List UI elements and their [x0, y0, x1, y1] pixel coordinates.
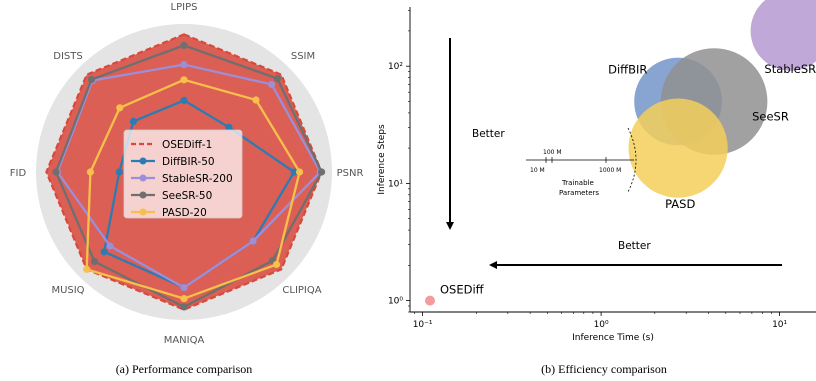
radar-point-stablesr-200-maniqa	[180, 284, 188, 292]
radar-axis-label-ssim: SSIM	[291, 51, 315, 62]
radar-point-pasd-20-psnr	[296, 168, 304, 176]
legend-entries: OSEDiff-1 DiffBIR-50 StableSR-200 SeeSR-50 P…	[131, 139, 233, 219]
y-axis-title: Inference Steps	[377, 124, 387, 195]
legend-label-pasd-20: PASD-20	[162, 207, 207, 219]
scatter-bubbles: OSEDiff DiffBIR SeeSR PASD StableSR	[425, 0, 816, 306]
radar-point-stablesr-200-lpips	[180, 61, 188, 69]
radar-point-pasd-20-fid	[86, 168, 94, 176]
bubble-label-stablesr: StableSR	[764, 62, 816, 76]
size-legend-title-line1: Trainable	[561, 179, 594, 187]
radar-point-diffbir-50-dists	[129, 117, 137, 125]
radar-axis-label-dists: DISTS	[53, 51, 82, 62]
bubble-label-osediff: OSEDiff	[440, 283, 485, 297]
radar-point-seesr-50-psnr	[318, 168, 326, 176]
radar-point-seesr-50-musiq	[90, 257, 99, 266]
radar-point-pasd-20-clipiqa	[272, 260, 281, 269]
x-axis-title: Inference Time (s)	[572, 333, 654, 343]
bubble-label-diffbir: DiffBIR	[608, 63, 647, 77]
radar-point-pasd-20-ssim	[252, 96, 260, 104]
legend-marker-pasd-20	[139, 208, 147, 216]
scatter-axes: 10⁰ 10¹ 10² 10⁻¹ 10⁰ 10¹ Inference Time (s) Inf…	[377, 7, 816, 343]
x-tick-label: 10⁰	[594, 320, 609, 330]
radar-axis-labels: LPIPS SSIM PSNR CLIPIQA MANIQA MUSIQ FID DISTS	[10, 2, 364, 346]
size-legend-label-1000m: 1000 M	[599, 167, 621, 174]
y-tick-label: 10⁰	[388, 297, 403, 307]
horizontal-better-label: Better	[618, 240, 651, 252]
radar-axis-label-fid: FID	[10, 168, 27, 179]
x-tick-label: 10¹	[772, 320, 787, 330]
radar-point-pasd-20-musiq	[83, 265, 91, 273]
size-legend-label-100m: 100 M	[543, 149, 562, 156]
radar-point-pasd-20-maniqa	[180, 295, 188, 303]
radar-point-seesr-50-dists	[87, 75, 96, 84]
y-tick-label: 10¹	[388, 179, 403, 189]
caption-performance: (a) Performance comparison	[116, 362, 253, 376]
radar-axis-label-lpips: LPIPS	[171, 2, 198, 13]
horizontal-arrow-head	[489, 261, 497, 269]
caption-efficiency: (b) Efficiency comparison	[541, 362, 667, 376]
radar-point-pasd-20-lpips	[180, 76, 188, 84]
radar-axis-label-clipiqa: CLIPIQA	[282, 285, 321, 296]
radar-legend: OSEDiff-1 DiffBIR-50 StableSR-200 SeeSR-50 P…	[123, 129, 243, 219]
legend-marker-stablesr-200	[139, 174, 147, 182]
radar-point-diffbir-50-fid	[115, 168, 123, 176]
radar-point-diffbir-50-psnr	[290, 168, 298, 176]
y-tick-label: 10²	[388, 62, 403, 72]
size-legend-label-10m: 10 M	[530, 167, 545, 174]
radar-point-seesr-50-lpips	[180, 41, 188, 50]
radar-point-seesr-50-ssim	[273, 75, 281, 83]
bubble-osediff	[425, 295, 435, 306]
size-legend-bracket	[627, 127, 637, 193]
legend-label-diffbir-50: DiffBIR-50	[162, 156, 215, 168]
radar-axis-label-maniqa: MANIQA	[164, 335, 205, 346]
radar-point-seesr-50-maniqa	[180, 303, 188, 311]
bubble-label-pasd: PASD	[665, 197, 695, 211]
bubble-label-seesr: SeeSR	[752, 110, 789, 124]
radar-point-diffbir-50-lpips	[180, 96, 188, 104]
radar-chart: LPIPSSSIMPSNRCLIPIQAMANIQAMUSIQFIDDISTS …	[10, 2, 364, 346]
radar-point-stablesr-200-ssim	[268, 80, 276, 88]
size-legend: 10 M 100 M 1000 M Trainable Parameters	[526, 127, 637, 197]
radar-point-pasd-20-dists	[116, 104, 124, 112]
legend-marker-diffbir-50	[139, 157, 147, 165]
x-tick-label: 10⁻¹	[413, 320, 433, 330]
radar-axis-label-musiq: MUSIQ	[51, 285, 84, 296]
bubble-pasd	[628, 98, 728, 198]
radar-point-seesr-50-fid	[52, 168, 60, 176]
radar-point-diffbir-50-musiq	[100, 248, 108, 256]
legend-marker-seesr-50	[139, 191, 147, 199]
vertical-better-label: Better	[472, 128, 505, 140]
vertical-arrow-head	[446, 222, 454, 230]
bubble-stablesr	[750, 0, 816, 71]
radar-axis-label-psnr: PSNR	[337, 168, 364, 179]
size-legend-title-line2: Parameters	[559, 189, 599, 197]
radar-point-diffbir-50-ssim	[225, 123, 233, 131]
legend-label-osediff-1: OSEDiff-1	[162, 139, 212, 151]
radar-point-stablesr-200-musiq	[106, 242, 114, 250]
better-arrows: Better Better	[446, 38, 782, 269]
radar-point-stablesr-200-clipiqa	[249, 237, 257, 245]
legend-label-stablesr-200: StableSR-200	[162, 173, 233, 185]
legend-label-seesr-50: SeeSR-50	[162, 190, 212, 202]
